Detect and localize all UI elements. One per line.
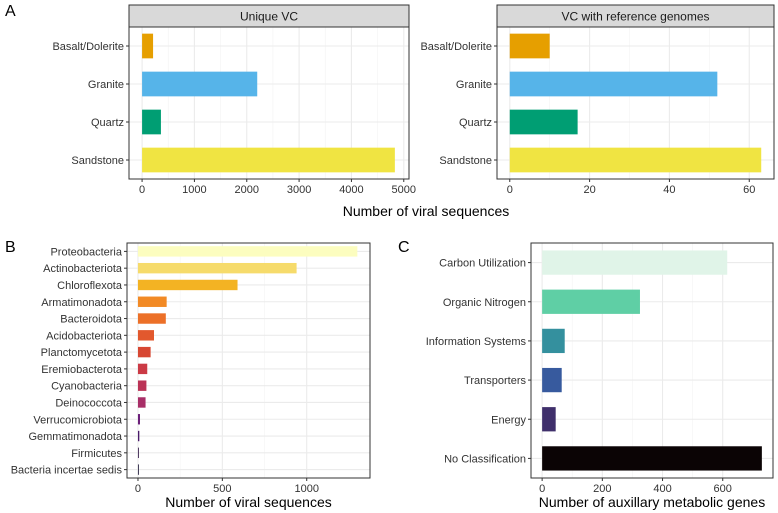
category-label-cyanobacteria: Cyanobacteria (51, 381, 123, 393)
category-label-carbon-utilization: Carbon Utilization (439, 258, 526, 270)
panel-border (126, 242, 371, 479)
category-label-no-classification: No Classification (444, 453, 526, 465)
x-tick-label: 0 (139, 184, 145, 196)
bar-bacteroidota (137, 313, 166, 324)
x-tick-label: 2000 (235, 184, 259, 196)
x-tick-label: 500 (213, 483, 231, 495)
category-label-quartz: Quartz (91, 117, 124, 129)
panel-label-a: A (5, 3, 16, 20)
category-label-basalt-dolerite: Basalt/Dolerite (52, 41, 124, 53)
x-tick-label: 600 (714, 483, 732, 495)
bar-cyanobacteria (137, 380, 147, 391)
bar-no-classification (542, 446, 762, 471)
bar-armatimonadota (137, 296, 167, 307)
x-tick-label: 5000 (392, 184, 416, 196)
bar-eremiobacterota (137, 363, 148, 375)
category-label-quartz: Quartz (459, 117, 492, 129)
chart-vc-with-reference-genomes: VC with reference genomes Basalt/Dolerite… (420, 4, 775, 196)
x-tick-label: 3000 (287, 184, 311, 196)
bar-planctomycetota (137, 346, 151, 358)
bar-sandstone (509, 147, 762, 173)
panel-label-b: B (5, 239, 16, 256)
panel-border (530, 242, 774, 479)
bar-chloroflexota (137, 279, 238, 291)
facet-strip (128, 4, 410, 28)
axis-title-c: Number of auxillary metabolic genes (539, 494, 765, 510)
bar-bacteria-incertae-sedis (137, 464, 139, 475)
chart-unique-vc: Unique VC Basalt/Dolerite Granite Quartz San… (52, 4, 416, 196)
facet-strip-title: VC with reference genomes (561, 10, 709, 24)
category-label-information-systems: Information Systems (426, 336, 527, 348)
bar-granite (142, 71, 258, 97)
facet-strip (496, 4, 775, 28)
bar-proteobacteria (137, 246, 358, 257)
category-label-sandstone: Sandstone (439, 155, 492, 167)
bar-deinococcota (137, 397, 146, 408)
category-label-granite: Granite (88, 79, 124, 91)
bar-organic-nitrogen (542, 289, 640, 314)
x-tick-label: 40 (663, 184, 675, 196)
bar-energy (542, 407, 556, 432)
bar-basalt-dolerite (142, 33, 154, 59)
bar-quartz (509, 109, 578, 135)
bar-basalt-dolerite (509, 33, 550, 59)
category-label-bacteria-incertae-sedis: Bacteria incertae sedis (11, 465, 123, 477)
bar-granite (509, 71, 718, 97)
bar-sandstone (142, 147, 395, 173)
category-label-verrucomicrobiota: Verrucomicrobiota (33, 414, 123, 426)
facet-strip-title: Unique VC (240, 10, 298, 24)
x-tick-label: 1000 (294, 483, 318, 495)
category-label-bacteroidota: Bacteroidota (60, 314, 123, 326)
x-tick-label: 1000 (182, 184, 206, 196)
x-tick-label: 200 (593, 483, 611, 495)
category-label-planctomycetota: Planctomycetota (41, 347, 123, 359)
x-tick-label: 400 (653, 483, 671, 495)
bar-carbon-utilization (542, 250, 728, 275)
category-label-organic-nitrogen: Organic Nitrogen (443, 297, 526, 309)
category-label-transporters: Transporters (464, 375, 526, 387)
category-label-granite: Granite (456, 79, 492, 91)
bar-information-systems (542, 328, 565, 354)
x-tick-label: 20 (583, 184, 595, 196)
category-label-armatimonadota: Armatimonadota (41, 297, 123, 309)
bar-gemmatimonadota (137, 430, 140, 442)
axis-title-a: Number of viral sequences (343, 203, 510, 219)
bar-verrucomicrobiota (137, 414, 140, 425)
category-label-gemmatimonadota: Gemmatimonadota (28, 431, 122, 443)
bar-actinobacteriota (137, 262, 297, 274)
category-label-actinobacteriota: Actinobacteriota (43, 263, 123, 275)
category-label-acidobacteriota: Acidobacteriota (46, 330, 123, 342)
category-label-eremiobacterota: Eremiobacterota (41, 364, 123, 376)
x-tick-label: 60 (743, 184, 755, 196)
category-label-basalt-dolerite: Basalt/Dolerite (420, 41, 492, 53)
x-tick-label: 0 (135, 483, 141, 495)
axis-title-b: Number of viral sequences (165, 494, 332, 510)
bar-transporters (542, 367, 562, 393)
category-label-chloroflexota: Chloroflexota (57, 280, 123, 292)
bar-acidobacteriota (137, 330, 154, 341)
x-tick-label: 4000 (339, 184, 363, 196)
panel-label-c: C (398, 239, 410, 256)
chart-phylum: Proteobacteria Actinobacteriota Chloroflex… (11, 242, 371, 510)
category-label-energy: Energy (491, 414, 526, 426)
category-label-firmicutes: Firmicutes (71, 448, 122, 460)
x-tick-label: 0 (539, 483, 545, 495)
x-tick-label: 0 (507, 184, 513, 196)
category-label-sandstone: Sandstone (71, 155, 124, 167)
bar-firmicutes (137, 447, 139, 459)
chart-amg-category: Carbon Utilization Organic Nitrogen Inform… (426, 242, 774, 510)
category-label-deinococcota: Deinococcota (55, 397, 123, 409)
category-label-proteobacteria: Proteobacteria (50, 246, 122, 258)
bar-quartz (142, 109, 161, 135)
